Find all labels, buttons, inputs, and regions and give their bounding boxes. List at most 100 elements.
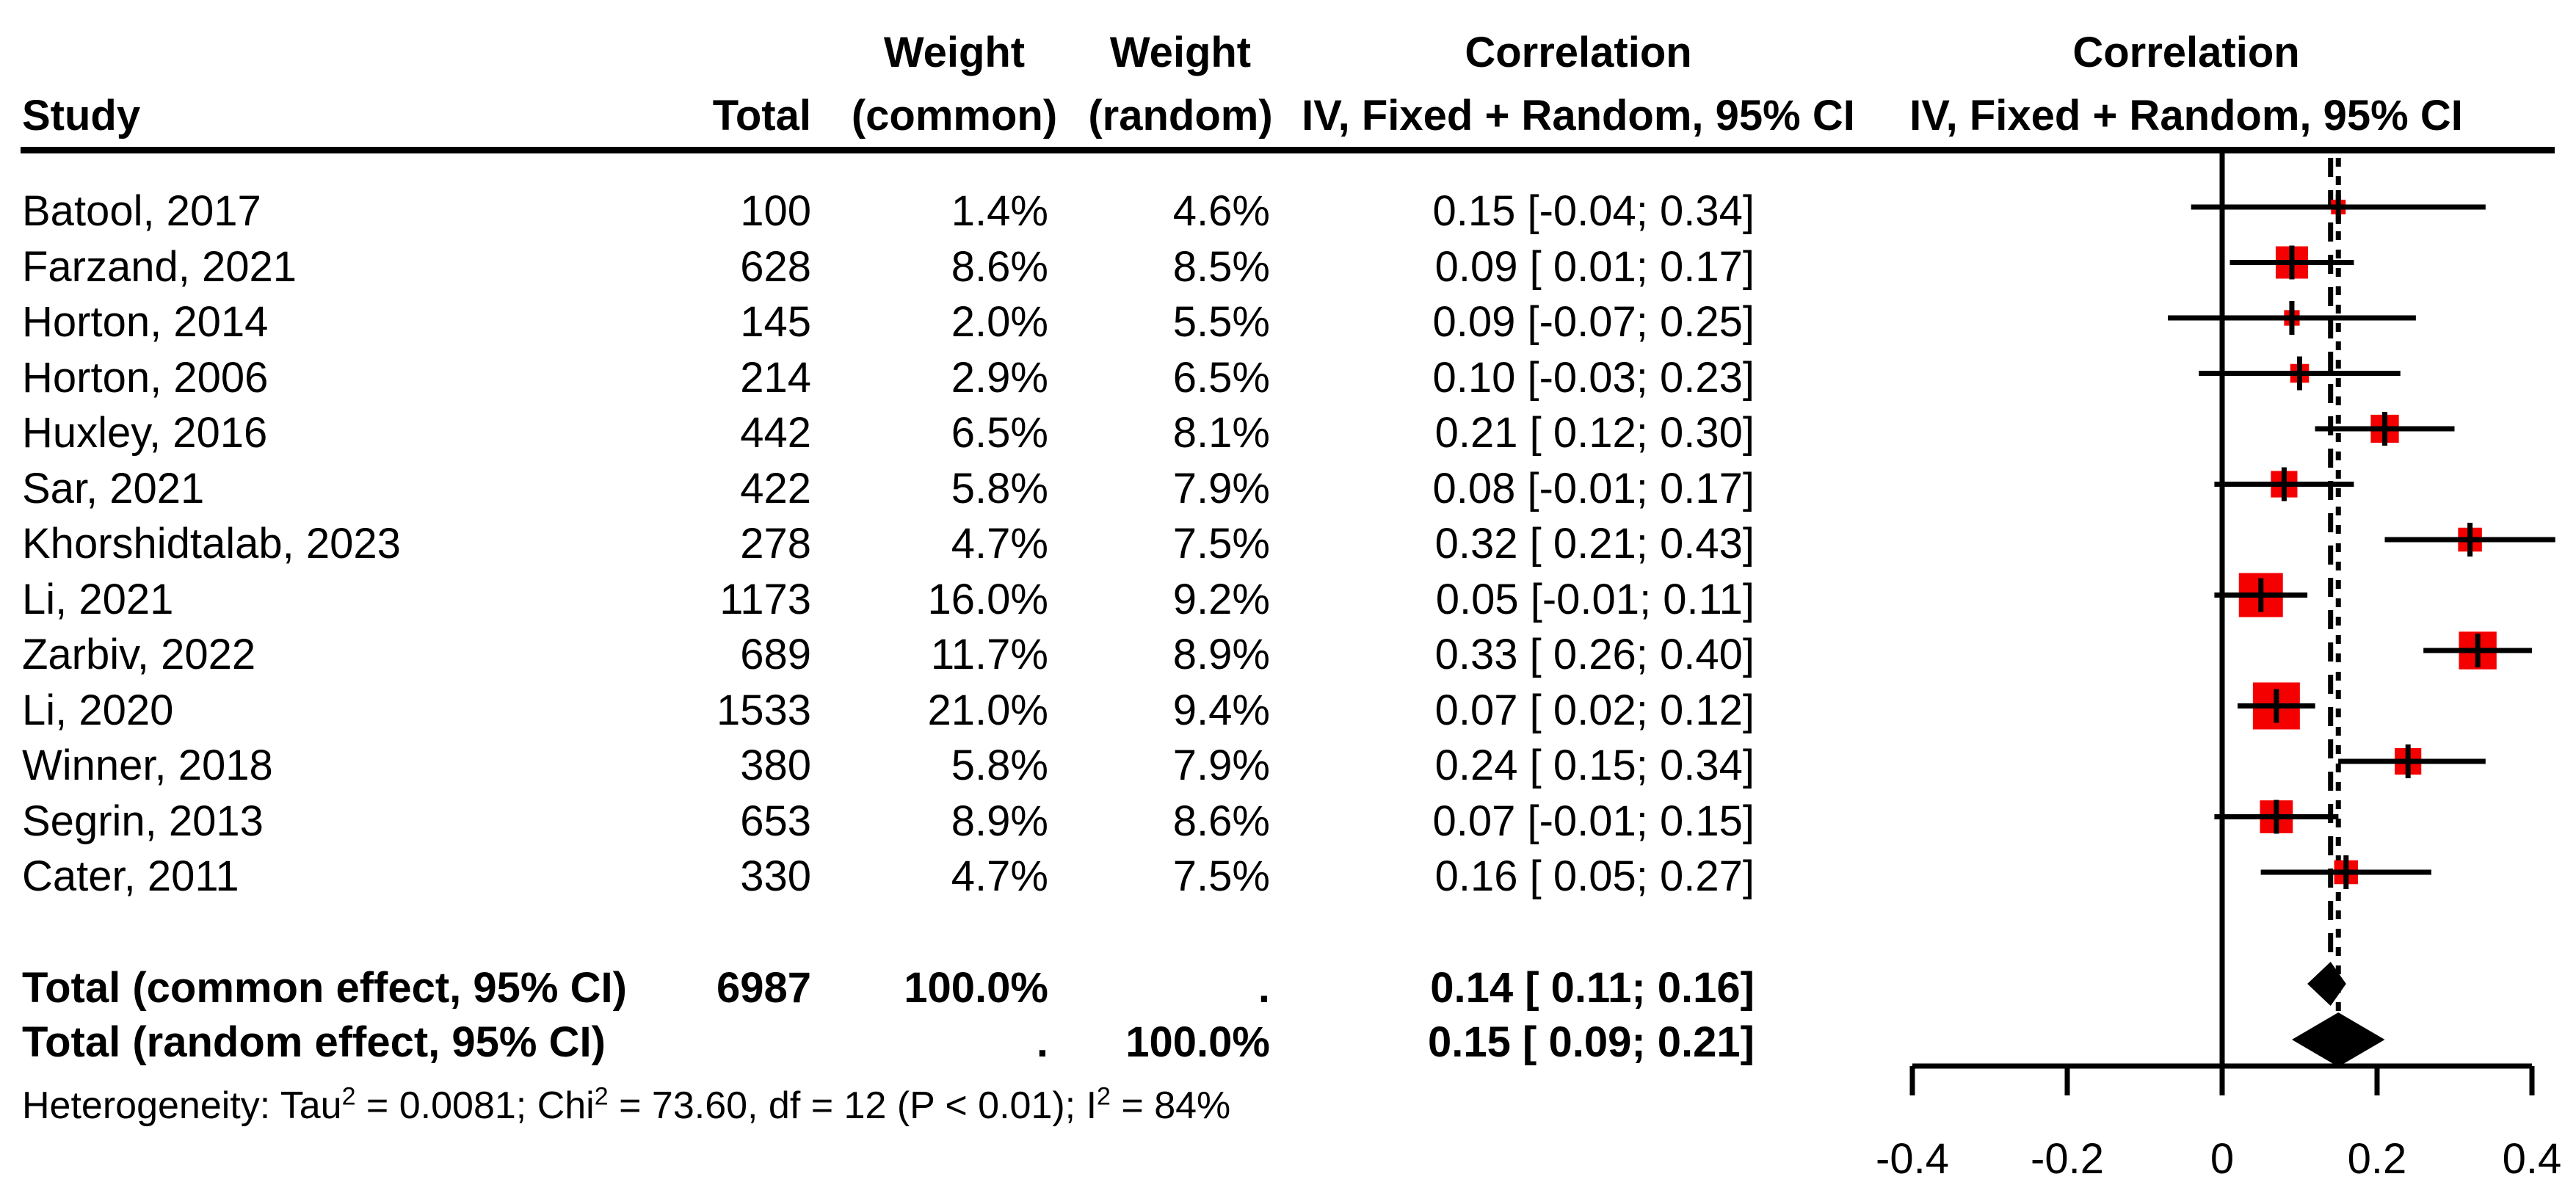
study-row: Li, 2020 1533 21.0% 9.4% 0.07 [ 0.02; 0.12] bbox=[0, 684, 1762, 737]
study-label: Li, 2020 bbox=[22, 686, 174, 734]
x-axis-tick-label-0.4: 0.4 bbox=[2503, 1135, 2562, 1183]
study-label: Khorshidtalab, 2023 bbox=[22, 520, 401, 568]
column-header-correlation-plot-line1: Correlation bbox=[2072, 29, 2300, 76]
study-total: 330 bbox=[740, 852, 811, 900]
random-effect-diamond bbox=[2291, 1012, 2385, 1067]
study-weight-random: 7.9% bbox=[1172, 464, 1270, 512]
study-label: Farzand, 2021 bbox=[22, 242, 297, 291]
study-row: Cater, 2011 330 4.7% 7.5% 0.16 [ 0.05; 0.27] bbox=[0, 850, 1762, 903]
study-weight-common: 21.0% bbox=[927, 686, 1048, 734]
study-weight-random: 9.2% bbox=[1172, 575, 1270, 623]
study-label: Zarbiv, 2022 bbox=[22, 631, 256, 678]
study-label: Winner, 2018 bbox=[22, 742, 273, 789]
study-total: 653 bbox=[740, 797, 811, 845]
study-weight-random: 6.5% bbox=[1172, 353, 1270, 402]
study-weight-random: 7.9% bbox=[1172, 742, 1270, 789]
total-common-weight-random: . bbox=[1258, 964, 1270, 1012]
study-ci-label: 0.33 [ 0.26; 0.40] bbox=[1434, 631, 1755, 678]
study-weight-random: 8.6% bbox=[1172, 797, 1270, 845]
study-total: 1533 bbox=[716, 686, 811, 734]
study-weight-common: 1.4% bbox=[951, 187, 1048, 235]
study-row: Horton, 2014 145 2.0% 5.5% 0.09 [-0.07; 0.25… bbox=[0, 296, 1762, 349]
study-weight-common: 6.5% bbox=[951, 409, 1048, 457]
heterogeneity-note: Heterogeneity: Tau2 = 0.0081; Chi2 = 73.… bbox=[22, 1084, 1230, 1128]
study-ci-label: 0.15 [-0.04; 0.34] bbox=[1432, 187, 1755, 235]
study-weight-common: 2.9% bbox=[951, 353, 1048, 402]
total-common-weight-common: 100.0% bbox=[904, 964, 1048, 1012]
study-weight-random: 8.1% bbox=[1172, 409, 1270, 457]
total-random-row: Total (random effect, 95% CI). 100.0% 0.15… bbox=[0, 1016, 1762, 1069]
study-weight-random: 8.9% bbox=[1172, 631, 1270, 678]
study-ci-label: 0.24 [ 0.15; 0.34] bbox=[1434, 742, 1755, 789]
column-header-study: Study bbox=[22, 92, 141, 139]
total-common-label: Total (common effect, 95% CI) bbox=[22, 964, 627, 1012]
study-weight-random: 8.5% bbox=[1172, 242, 1270, 291]
study-ci-label: 0.21 [ 0.12; 0.30] bbox=[1434, 409, 1755, 457]
x-axis-tick-label--0.2: -0.2 bbox=[2031, 1135, 2104, 1183]
column-header-correlation-plot-line2: IV, Fixed + Random, 95% CI bbox=[1909, 92, 2463, 139]
header-divider-rule bbox=[21, 147, 2555, 153]
study-weight-common: 16.0% bbox=[927, 575, 1048, 623]
column-header-weight-common-line1: Weight bbox=[883, 29, 1026, 76]
column-header-total: Total bbox=[712, 92, 811, 139]
total-common-total: 6987 bbox=[716, 964, 811, 1012]
study-label: Horton, 2014 bbox=[22, 298, 269, 346]
study-row: Segrin, 2013 653 8.9% 8.6% 0.07 [-0.01; 0.15… bbox=[0, 795, 1762, 848]
total-common-row: Total (common effect, 95% CI) 6987 100.0%.… bbox=[0, 962, 1762, 1015]
study-label: Huxley, 2016 bbox=[22, 409, 268, 457]
study-weight-common: 8.6% bbox=[951, 242, 1048, 291]
study-row: Li, 2021 1173 16.0% 9.2% 0.05 [-0.01; 0.11] bbox=[0, 573, 1762, 626]
study-label: Sar, 2021 bbox=[22, 464, 205, 512]
het-sup-2: 2 bbox=[594, 1082, 609, 1111]
study-label: Li, 2021 bbox=[22, 575, 174, 623]
het-part-1: Heterogeneity: Tau bbox=[22, 1084, 342, 1127]
het-sup-1: 2 bbox=[341, 1082, 356, 1111]
study-ci-label: 0.10 [-0.03; 0.23] bbox=[1432, 353, 1755, 402]
study-ci-label: 0.07 [-0.01; 0.15] bbox=[1432, 797, 1755, 845]
study-total: 214 bbox=[740, 353, 811, 402]
study-weight-common: 4.7% bbox=[951, 520, 1048, 568]
study-row: Huxley, 2016 442 6.5% 8.1% 0.21 [ 0.12; 0.30… bbox=[0, 407, 1762, 460]
study-weight-common: 4.7% bbox=[951, 852, 1048, 900]
total-random-total bbox=[591, 1016, 811, 1069]
study-row: Farzand, 2021 628 8.6% 8.5% 0.09 [ 0.01; 0.1… bbox=[0, 241, 1762, 294]
study-weight-common: 8.9% bbox=[951, 797, 1048, 845]
study-ci-label: 0.09 [ 0.01; 0.17] bbox=[1434, 242, 1755, 291]
column-header-correlation-text-line2: IV, Fixed + Random, 95% CI bbox=[1302, 92, 1855, 139]
study-row: Winner, 2018 380 5.8% 7.9% 0.24 [ 0.15; 0.34… bbox=[0, 739, 1762, 792]
total-common-ci-label: 0.14 [ 0.11; 0.16] bbox=[1430, 964, 1755, 1012]
total-random-label: Total (random effect, 95% CI) bbox=[22, 1018, 606, 1066]
study-ci-label: 0.16 [ 0.05; 0.27] bbox=[1434, 852, 1755, 900]
study-ci-label: 0.07 [ 0.02; 0.12] bbox=[1434, 686, 1755, 734]
total-random-ci-label: 0.15 [ 0.09; 0.21] bbox=[1428, 1018, 1755, 1066]
study-total: 1173 bbox=[719, 575, 811, 623]
study-row: Horton, 2006 214 2.9% 6.5% 0.10 [-0.03; 0.23… bbox=[0, 352, 1762, 405]
total-random-weight-random: 100.0% bbox=[1125, 1018, 1270, 1066]
study-ci-label: 0.32 [ 0.21; 0.43] bbox=[1434, 520, 1755, 568]
study-label: Horton, 2006 bbox=[22, 353, 269, 402]
column-header-weight-random-line2: (random) bbox=[1088, 92, 1273, 139]
study-ci-label: 0.09 [-0.07; 0.25] bbox=[1432, 298, 1755, 346]
x-axis-tick-label-0: 0 bbox=[2210, 1135, 2234, 1183]
study-ci-label: 0.05 [-0.01; 0.11] bbox=[1435, 575, 1755, 623]
study-weight-random: 7.5% bbox=[1172, 520, 1270, 568]
column-header-weight-common-line2: (common) bbox=[851, 92, 1058, 139]
study-ci-label: 0.08 [-0.01; 0.17] bbox=[1432, 464, 1755, 512]
forest-plot-canvas: -0.4 -0.2 0 0.2 0.4 bbox=[1876, 153, 2562, 1183]
column-header-correlation-text-line1: Correlation bbox=[1465, 29, 1692, 76]
study-total: 689 bbox=[740, 631, 811, 678]
study-weight-common: 5.8% bbox=[951, 464, 1048, 512]
het-part-2: = 0.0081; Chi bbox=[355, 1084, 595, 1127]
study-total: 442 bbox=[740, 409, 811, 457]
study-label: Batool, 2017 bbox=[22, 187, 261, 235]
study-weight-common: 11.7% bbox=[930, 631, 1048, 678]
study-total: 628 bbox=[740, 242, 811, 291]
column-header-weight-random-line1: Weight bbox=[1109, 29, 1252, 76]
study-row: Batool, 2017 100 1.4% 4.6% 0.15 [-0.04; 0.34… bbox=[0, 185, 1762, 238]
study-label: Segrin, 2013 bbox=[22, 797, 264, 845]
total-random-weight-common: . bbox=[1036, 1018, 1048, 1066]
study-weight-random: 4.6% bbox=[1172, 187, 1270, 235]
study-total: 100 bbox=[740, 187, 811, 235]
x-axis-tick-label-0.2: 0.2 bbox=[2348, 1135, 2407, 1183]
x-axis-tick-label--0.4: -0.4 bbox=[1876, 1135, 1949, 1183]
